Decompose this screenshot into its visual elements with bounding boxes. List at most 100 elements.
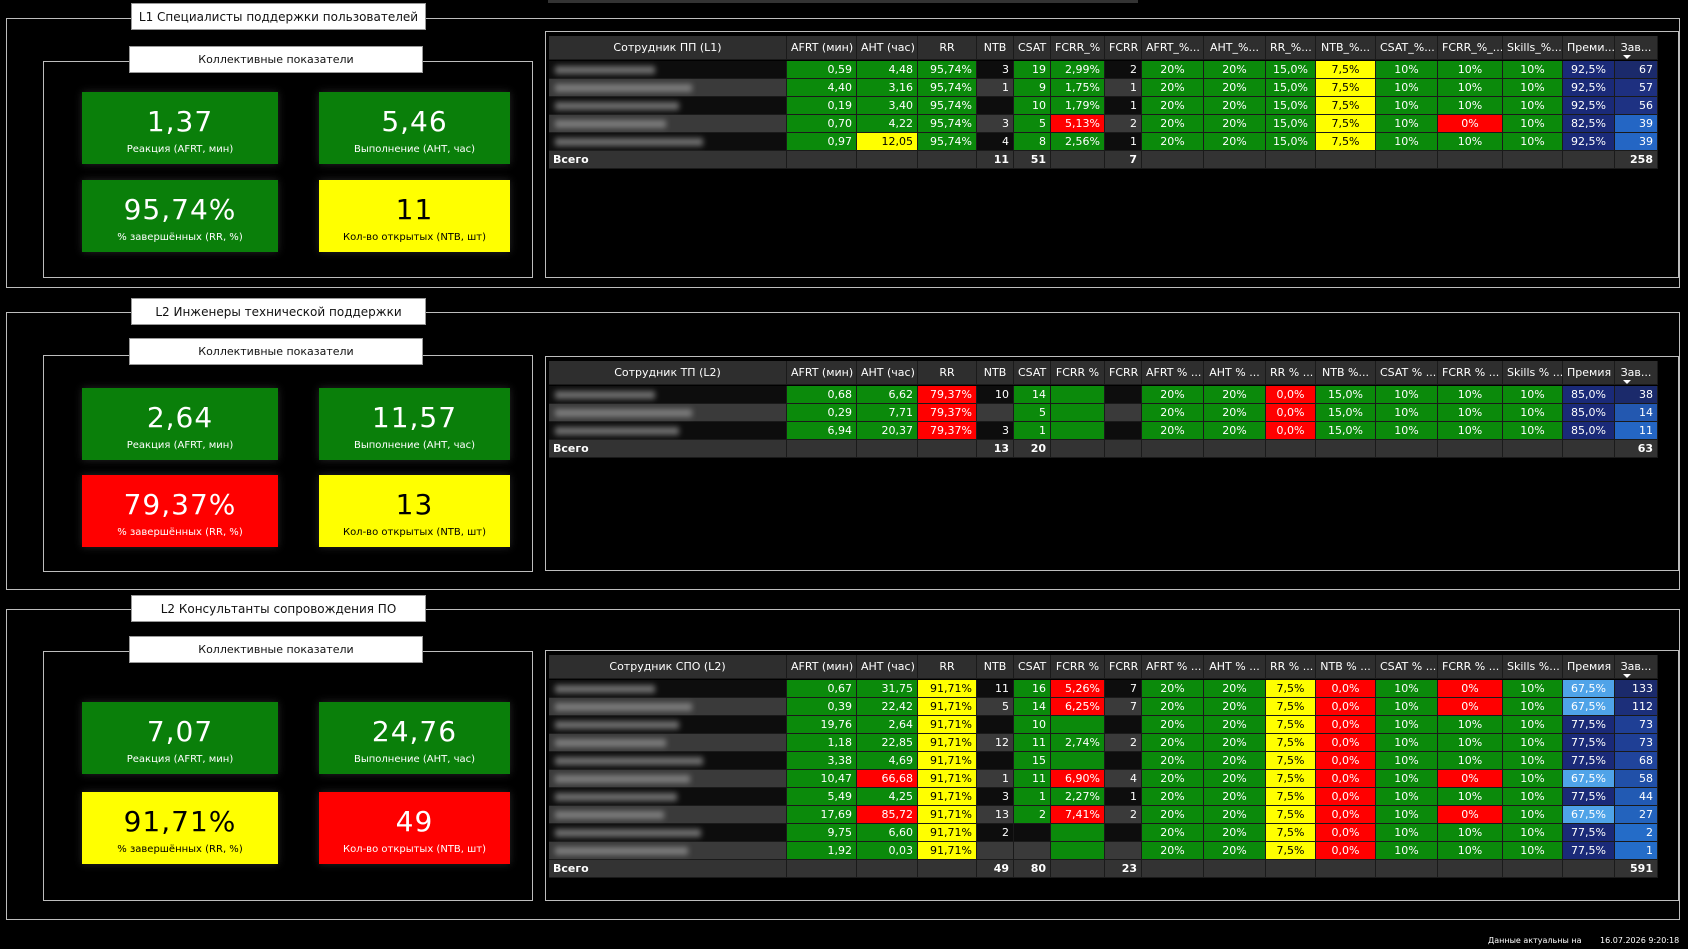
table-cell: 57: [1615, 79, 1658, 97]
table-cell: 7,5%: [1266, 752, 1316, 770]
table-cell: 0,0%: [1316, 806, 1376, 824]
table-cell: 12,05: [857, 133, 918, 151]
table-cell: 3,38: [787, 752, 857, 770]
column-header: Зав...: [1615, 36, 1658, 60]
table-cell: 10%: [1376, 770, 1438, 788]
table-cell: 0,0%: [1316, 770, 1376, 788]
table-cell: 22,85: [857, 734, 918, 752]
kpi-tile: 95,74% % завершённых (RR, %): [82, 180, 278, 252]
blurred-name: [555, 793, 677, 801]
table-cell: 44: [1615, 788, 1658, 806]
table-cell: 7,5%: [1266, 806, 1316, 824]
total-cell: 7: [1105, 151, 1142, 169]
name-cell: [549, 680, 787, 698]
column-header: AHT % ...: [1204, 655, 1266, 679]
column-header: FCRR %: [1051, 655, 1105, 679]
blurred-name: [555, 685, 655, 693]
total-cell: [1266, 440, 1316, 458]
total-cell: [1204, 440, 1266, 458]
column-header: RR: [918, 655, 977, 679]
table-cell: 10%: [1376, 734, 1438, 752]
table-cell: 10%: [1503, 716, 1563, 734]
blurred-name: [555, 66, 655, 74]
total-cell: 11: [977, 151, 1014, 169]
table-cell: 95,74%: [918, 79, 977, 97]
blurred-name: [555, 775, 690, 783]
table-cell: 6,60: [857, 824, 918, 842]
blurred-name: [555, 427, 679, 435]
table-cell: 85,0%: [1563, 404, 1615, 422]
table-cell: [977, 752, 1014, 770]
table-cell: 11: [1014, 734, 1051, 752]
table-cell: 10%: [1503, 752, 1563, 770]
column-header: AFRT_%...: [1142, 36, 1204, 60]
total-cell: [1142, 440, 1204, 458]
table-cell: 7,5%: [1316, 61, 1376, 79]
table-cell: 3: [977, 788, 1014, 806]
table-cell: 9: [1014, 79, 1051, 97]
total-cell: 23: [1105, 860, 1142, 878]
table-cell: 92,5%: [1563, 97, 1615, 115]
table-cell: 4: [977, 133, 1014, 151]
kpi-value: 11,57: [371, 401, 458, 434]
table-cell: 2: [1105, 61, 1142, 79]
column-header: Сотрудник ТП (L2): [549, 361, 787, 385]
name-cell: [549, 386, 787, 404]
kpi-tile: 13 Кол-во открытых (NTB, шт): [319, 475, 510, 547]
column-header: FCRR_%_...: [1438, 36, 1503, 60]
table-cell: [977, 97, 1014, 115]
total-cell: [1563, 440, 1615, 458]
name-cell: [549, 734, 787, 752]
table-cell: 15,0%: [1266, 133, 1316, 151]
total-label: Всего: [549, 860, 787, 878]
table-cell: 91,71%: [918, 698, 977, 716]
total-cell: [1438, 860, 1503, 878]
table-cell: 10%: [1376, 115, 1438, 133]
column-header: AHT (час): [857, 36, 918, 60]
kpi-tile: 7,07 Реакция (AFRT, мин): [82, 702, 278, 774]
table-cell: 20%: [1142, 842, 1204, 860]
section-title: L2 Консультанты сопровождения ПО: [131, 595, 426, 622]
table-cell: 133: [1615, 680, 1658, 698]
table-cell: 2: [1615, 824, 1658, 842]
column-header: Сотрудник СПО (L2): [549, 655, 787, 679]
table-cell: 7,5%: [1266, 698, 1316, 716]
table-cell: 10: [1014, 716, 1051, 734]
table-cell: 2,64: [857, 716, 918, 734]
column-header: FCRR % ...: [1438, 361, 1503, 385]
total-cell: [1142, 860, 1204, 878]
blurred-name: [555, 811, 664, 819]
table-cell: [1105, 842, 1142, 860]
table-cell: 8: [1014, 133, 1051, 151]
table-cell: 2: [1105, 734, 1142, 752]
table-cell: 10%: [1376, 824, 1438, 842]
table-cell: 1,92: [787, 842, 857, 860]
table-cell: [977, 404, 1014, 422]
table-cell: 39: [1615, 115, 1658, 133]
table-cell: 20%: [1142, 79, 1204, 97]
table-cell: 39: [1615, 133, 1658, 151]
table-cell: 10%: [1376, 806, 1438, 824]
table-frame: [545, 356, 1679, 571]
total-cell: [1051, 440, 1105, 458]
table-cell: [1105, 752, 1142, 770]
table-cell: 0,29: [787, 404, 857, 422]
table-cell: 7,5%: [1266, 734, 1316, 752]
table-cell: [1014, 824, 1051, 842]
table-cell: 20%: [1204, 680, 1266, 698]
blurred-name: [555, 847, 688, 855]
total-cell: [857, 860, 918, 878]
table-cell: 10%: [1503, 806, 1563, 824]
table-cell: 3: [977, 422, 1014, 440]
total-cell: [1376, 440, 1438, 458]
kpi-label: Реакция (AFRT, мин): [126, 440, 234, 451]
table-cell: 15,0%: [1266, 115, 1316, 133]
table-cell: 1,79%: [1051, 97, 1105, 115]
table-cell: 1: [1014, 788, 1051, 806]
table-cell: 2: [1014, 806, 1051, 824]
table-cell: 10%: [1438, 422, 1503, 440]
table-cell: 19: [1014, 61, 1051, 79]
table-cell: 20,37: [857, 422, 918, 440]
table-cell: 15,0%: [1316, 422, 1376, 440]
table-cell: 20%: [1142, 115, 1204, 133]
